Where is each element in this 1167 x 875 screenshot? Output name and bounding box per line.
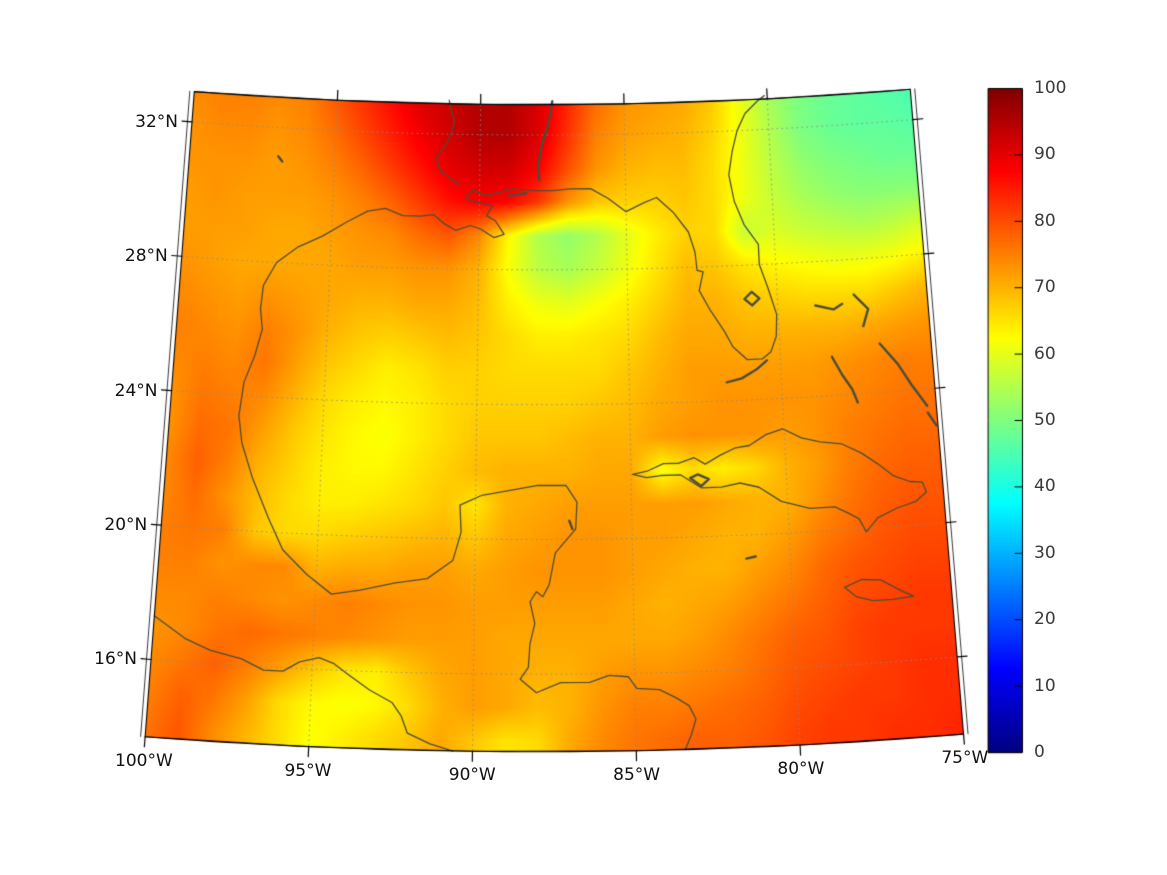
map-heatmap-canvas: [0, 0, 1167, 875]
figure: 100°W 95°W 90°W 85°W 80°W 75°W 32°N 28°N 24°N 20°…: [0, 0, 1167, 875]
